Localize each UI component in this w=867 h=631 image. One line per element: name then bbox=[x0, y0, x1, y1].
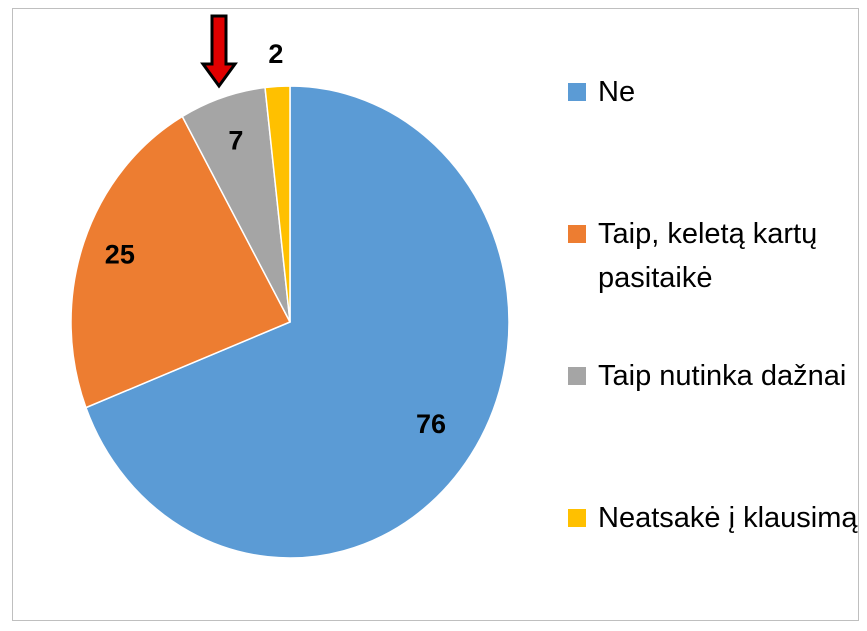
pie-slice bbox=[264, 85, 291, 323]
value-label: 2 bbox=[268, 39, 283, 69]
value-label: 7 bbox=[228, 126, 243, 156]
arrow bbox=[200, 14, 238, 89]
pie-slice bbox=[84, 85, 510, 559]
legend-swatch bbox=[568, 225, 586, 243]
legend-label: Taip nutinka dažnai bbox=[598, 360, 847, 392]
legend-swatch bbox=[568, 367, 586, 385]
legend-item: Ne bbox=[568, 70, 858, 114]
value-label: 76 bbox=[416, 409, 446, 439]
legend-label: Ne bbox=[598, 76, 636, 108]
legend-swatch bbox=[568, 509, 586, 527]
value-label: 25 bbox=[105, 240, 135, 270]
legend-item: Taip nutinka dažnai bbox=[568, 354, 858, 398]
legend-item: Neatsakė į klausimą bbox=[568, 496, 858, 540]
legend-label: Taip, keletą kartų pasitaikė bbox=[598, 218, 818, 294]
legend-swatch bbox=[568, 83, 586, 101]
legend-label: Neatsakė į klausimą bbox=[598, 502, 858, 534]
legend-item: Taip, keletą kartų pasitaikė bbox=[568, 212, 858, 300]
pie-slice bbox=[70, 115, 292, 409]
